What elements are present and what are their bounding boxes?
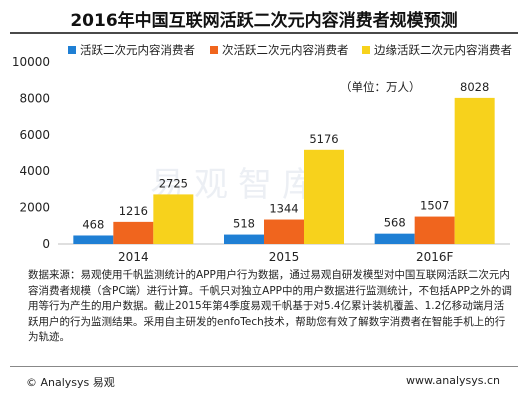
bar — [414, 216, 455, 244]
bar — [224, 234, 264, 244]
bar-value-label: 2725 — [159, 176, 188, 190]
y-tick-label: 0 — [42, 237, 50, 251]
y-tick-label: 8000 — [19, 91, 50, 105]
x-axis: 2014 2015 2016F — [58, 243, 510, 264]
bar — [113, 221, 154, 244]
bar-series — [73, 97, 495, 244]
unit-note: （单位：万人） — [340, 80, 421, 94]
y-tick-label: 10000 — [12, 55, 50, 69]
website-link[interactable]: www.analysys.cn — [406, 374, 500, 387]
bar — [73, 235, 114, 244]
bar — [304, 149, 344, 244]
legend-label: 边缘活跃二次元内容消费者 — [374, 43, 512, 57]
bar — [374, 233, 415, 244]
data-source-note: 数据来源：易观使用千帆监测统计的APP用户行为数据，通过易观自研发模型对中国互联… — [28, 269, 512, 343]
bar-value-label: 5176 — [309, 132, 338, 146]
x-tick-label: 2016F — [416, 250, 454, 264]
legend-label: 活跃二次元内容消费者 — [80, 43, 195, 57]
bar-value-label: 1344 — [269, 202, 298, 216]
bar — [264, 219, 304, 244]
chart-title: 2016年中国互联网活跃二次元内容消费者规模预测 — [70, 11, 458, 31]
bar-value-label: 1507 — [420, 199, 449, 213]
legend-label: 次活跃二次元内容消费者 — [222, 43, 349, 57]
bar — [153, 194, 194, 244]
value-labels: 468 1216 2725 518 1344 5176 568 1507 8028 — [82, 80, 489, 232]
x-tick-label: 2015 — [269, 250, 300, 264]
y-axis: 0 2000 4000 6000 8000 10000 — [12, 55, 50, 251]
bar-value-label: 8028 — [460, 80, 489, 94]
legend-swatch — [68, 46, 76, 54]
y-tick-label: 4000 — [19, 164, 50, 178]
legend-swatch — [210, 46, 218, 54]
copyright-text: © Analysys 易观 — [26, 376, 115, 389]
y-tick-label: 2000 — [19, 201, 50, 215]
bar-value-label: 468 — [82, 217, 104, 231]
bar-value-label: 1216 — [119, 204, 148, 218]
bar-value-label: 518 — [233, 217, 255, 231]
bar-value-label: 568 — [384, 216, 406, 230]
chart-legend: 活跃二次元内容消费者 次活跃二次元内容消费者 边缘活跃二次元内容消费者 — [68, 43, 512, 57]
bar-chart: 易观智库 （单位：万人） 活跃二次元内容消费者 次活跃二次元内容消费者 边缘活跃二次… — [12, 43, 512, 264]
bar — [454, 97, 495, 244]
x-tick-label: 2014 — [118, 250, 149, 264]
y-tick-label: 6000 — [19, 128, 50, 142]
title-divider — [10, 32, 518, 34]
footer-divider — [10, 366, 518, 367]
legend-swatch — [362, 46, 370, 54]
